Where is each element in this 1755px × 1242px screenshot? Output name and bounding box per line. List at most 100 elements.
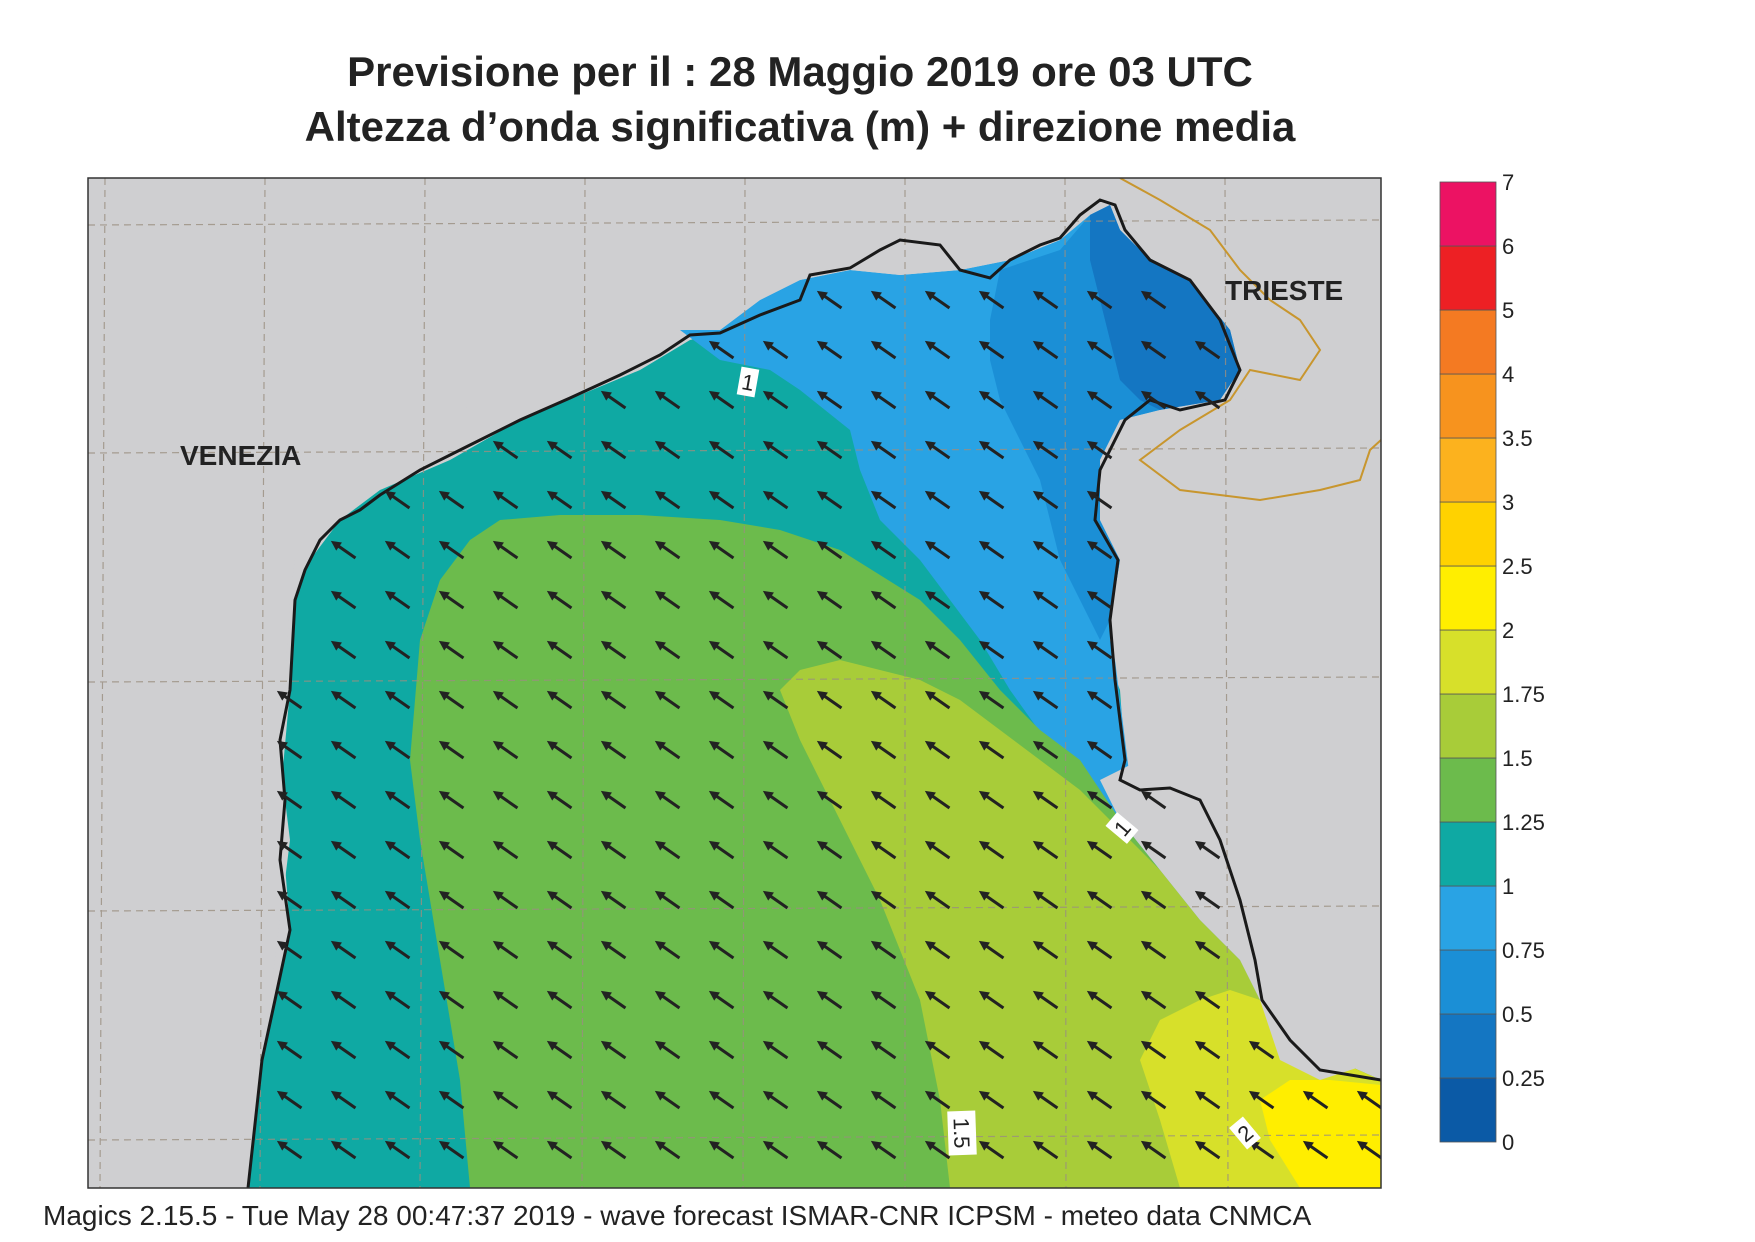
wave-arrow — [438, 990, 465, 1010]
wave-arrow — [1086, 940, 1113, 960]
wave-arrow — [816, 440, 843, 460]
legend-label: 0.25 — [1502, 1066, 1545, 1091]
wave-arrow — [654, 440, 681, 460]
wave-arrow — [762, 590, 789, 610]
wave-arrow — [1032, 740, 1059, 760]
wave-arrow — [492, 640, 519, 660]
wave-arrow — [978, 540, 1005, 560]
wave-arrow — [1248, 1040, 1275, 1060]
wave-arrow — [654, 990, 681, 1010]
wave-arrow — [600, 440, 627, 460]
wave-arrow — [816, 890, 843, 910]
wave-arrow — [816, 590, 843, 610]
wave-arrow — [1032, 490, 1059, 510]
legend-label: 0.75 — [1502, 938, 1545, 963]
wave-arrow — [870, 1040, 897, 1060]
wave-arrow — [384, 1090, 411, 1110]
wave-arrow — [654, 1140, 681, 1160]
wave-arrow — [276, 790, 303, 810]
wave-arrow — [600, 890, 627, 910]
wave-arrow — [924, 1090, 951, 1110]
wave-arrow — [276, 840, 303, 860]
footer-credits: Magics 2.15.5 - Tue May 28 00:47:37 2019… — [43, 1200, 1312, 1231]
wave-arrow — [1194, 1040, 1221, 1060]
legend-label: 3.5 — [1502, 426, 1533, 451]
wave-arrow — [1032, 890, 1059, 910]
wave-arrow — [1032, 690, 1059, 710]
wave-arrow — [492, 440, 519, 460]
wave-arrow — [708, 690, 735, 710]
wave-arrow — [276, 940, 303, 960]
wave-arrow — [1086, 790, 1113, 810]
wave-arrow — [1086, 640, 1113, 660]
wave-arrow — [654, 390, 681, 410]
wave-arrow — [762, 640, 789, 660]
wave-arrow — [924, 790, 951, 810]
wave-arrow — [1140, 940, 1167, 960]
wave-arrow — [546, 840, 573, 860]
place-label-venezia: VENEZIA — [180, 440, 301, 471]
wave-arrow — [924, 940, 951, 960]
wave-arrow — [708, 1090, 735, 1110]
wave-arrow — [816, 1040, 843, 1060]
wave-arrow — [1086, 290, 1113, 310]
wave-arrow — [276, 740, 303, 760]
wave-arrow — [600, 390, 627, 410]
wave-arrow — [708, 590, 735, 610]
wave-arrow — [438, 940, 465, 960]
wave-arrow — [330, 540, 357, 560]
legend-label: 1 — [1502, 874, 1514, 899]
legend-label: 2 — [1502, 618, 1514, 643]
wave-arrow — [870, 840, 897, 860]
legend-swatch — [1439, 181, 1497, 247]
wave-arrow — [924, 590, 951, 610]
wave-arrow — [924, 540, 951, 560]
wave-arrow — [762, 890, 789, 910]
wave-arrow — [870, 540, 897, 560]
wave-arrow — [708, 940, 735, 960]
wave-arrow — [1140, 990, 1167, 1010]
wave-arrow — [978, 740, 1005, 760]
wave-arrow — [492, 740, 519, 760]
wave-arrow — [870, 290, 897, 310]
wave-arrow — [276, 1040, 303, 1060]
wave-arrow — [1086, 1090, 1113, 1110]
wave-arrow — [384, 1140, 411, 1160]
legend-swatch — [1439, 373, 1497, 439]
wave-arrow — [438, 690, 465, 710]
wave-arrow — [870, 640, 897, 660]
wave-arrow — [492, 790, 519, 810]
wave-arrow — [708, 990, 735, 1010]
legend-swatch — [1439, 629, 1497, 695]
legend-label: 7 — [1502, 170, 1514, 195]
friuli-land — [640, 178, 1090, 330]
color-legend: 0 0.25 0.5 0.75 1 1.25 1.5 1.75 2 2.5 3 3.5 4 5 6 7 — [1439, 170, 1545, 1155]
sea-band-2 — [1260, 1080, 1381, 1188]
wave-arrow — [546, 490, 573, 510]
wave-arrow — [870, 440, 897, 460]
wave-arrow — [978, 690, 1005, 710]
wave-arrow — [1032, 390, 1059, 410]
wave-arrow — [546, 1140, 573, 1160]
wave-arrow — [708, 840, 735, 860]
legend-label: 4 — [1502, 362, 1514, 387]
wave-arrow — [330, 640, 357, 660]
wave-arrow — [384, 1040, 411, 1060]
wave-arrow — [600, 640, 627, 660]
wave-arrow — [276, 990, 303, 1010]
wave-arrow — [762, 1090, 789, 1110]
wave-arrow — [654, 540, 681, 560]
wave-arrow — [276, 690, 303, 710]
wave-arrow — [1194, 840, 1221, 860]
legend-swatch — [1439, 821, 1497, 887]
wave-arrow — [708, 790, 735, 810]
wave-arrow — [762, 1140, 789, 1160]
graticule — [88, 178, 1381, 1188]
wave-arrow — [924, 1040, 951, 1060]
svg-text:1: 1 — [740, 369, 756, 396]
wave-arrow — [600, 690, 627, 710]
wave-arrow — [924, 440, 951, 460]
wave-arrow — [384, 740, 411, 760]
wave-arrow — [762, 390, 789, 410]
wave-arrow — [708, 390, 735, 410]
